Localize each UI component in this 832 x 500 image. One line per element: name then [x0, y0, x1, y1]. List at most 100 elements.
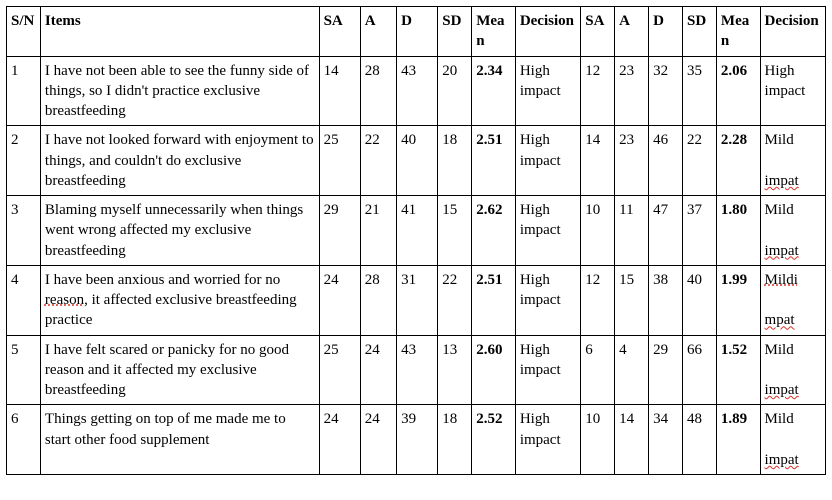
- cell-d2: 38: [649, 265, 683, 335]
- cell-dec2: Mild impat: [760, 196, 825, 266]
- cell-sd2: 37: [683, 196, 717, 266]
- cell-mean2: 1.52: [716, 335, 760, 405]
- cell-a2: 4: [615, 335, 649, 405]
- cell-sd2: 66: [683, 335, 717, 405]
- cell-sa2: 12: [581, 56, 615, 126]
- cell-dec2: Mild impat: [760, 405, 825, 475]
- cell-mean1: 2.60: [472, 335, 516, 405]
- cell-a2: 23: [615, 126, 649, 196]
- cell-d1: 43: [397, 335, 438, 405]
- table-row: 3Blaming myself unnecessarily when thing…: [7, 196, 826, 266]
- cell-sd1: 15: [438, 196, 472, 266]
- cell-sa1: 24: [319, 405, 360, 475]
- cell-mean2: 2.06: [716, 56, 760, 126]
- cell-a1: 22: [360, 126, 396, 196]
- cell-sa2: 10: [581, 405, 615, 475]
- cell-dec1: High impact: [515, 126, 580, 196]
- cell-mean1: 2.51: [472, 265, 516, 335]
- cell-sa2: 6: [581, 335, 615, 405]
- cell-dec1: High impact: [515, 56, 580, 126]
- cell-sn: 6: [7, 405, 41, 475]
- cell-sd2: 35: [683, 56, 717, 126]
- cell-a2: 14: [615, 405, 649, 475]
- col-decision-2: Decision: [760, 7, 825, 57]
- cell-item: I have been anxious and worried for no r…: [40, 265, 319, 335]
- cell-a1: 24: [360, 405, 396, 475]
- table-row: 4I have been anxious and worried for no …: [7, 265, 826, 335]
- table-row: 6Things getting on top of me made me to …: [7, 405, 826, 475]
- cell-d2: 34: [649, 405, 683, 475]
- cell-mean1: 2.51: [472, 126, 516, 196]
- cell-d1: 43: [397, 56, 438, 126]
- cell-mean2: 1.99: [716, 265, 760, 335]
- table-row: 5I have felt scared or panicky for no go…: [7, 335, 826, 405]
- cell-d1: 39: [397, 405, 438, 475]
- cell-sn: 1: [7, 56, 41, 126]
- cell-d2: 47: [649, 196, 683, 266]
- col-a-1: A: [360, 7, 396, 57]
- col-sn: S/N: [7, 7, 41, 57]
- cell-dec2: Mild impat: [760, 126, 825, 196]
- cell-a1: 28: [360, 56, 396, 126]
- cell-sd1: 18: [438, 405, 472, 475]
- cell-d2: 29: [649, 335, 683, 405]
- cell-item: Blaming myself unnecessarily when things…: [40, 196, 319, 266]
- cell-sa2: 12: [581, 265, 615, 335]
- cell-sd1: 13: [438, 335, 472, 405]
- col-sa-2: SA: [581, 7, 615, 57]
- cell-sa1: 25: [319, 335, 360, 405]
- cell-sd1: 20: [438, 56, 472, 126]
- cell-a1: 24: [360, 335, 396, 405]
- table-body: 1I have not been able to see the funny s…: [7, 56, 826, 475]
- cell-sd2: 48: [683, 405, 717, 475]
- col-d-2: D: [649, 7, 683, 57]
- cell-sn: 2: [7, 126, 41, 196]
- cell-sa1: 14: [319, 56, 360, 126]
- cell-dec1: High impact: [515, 405, 580, 475]
- cell-dec2: Mildimpat: [760, 265, 825, 335]
- cell-dec2: High impact: [760, 56, 825, 126]
- cell-dec1: High impact: [515, 335, 580, 405]
- col-sa-1: SA: [319, 7, 360, 57]
- col-d-1: D: [397, 7, 438, 57]
- cell-a1: 21: [360, 196, 396, 266]
- cell-mean1: 2.34: [472, 56, 516, 126]
- cell-sa2: 14: [581, 126, 615, 196]
- cell-sd2: 40: [683, 265, 717, 335]
- cell-d1: 31: [397, 265, 438, 335]
- cell-sd2: 22: [683, 126, 717, 196]
- cell-d1: 41: [397, 196, 438, 266]
- table-row: 1I have not been able to see the funny s…: [7, 56, 826, 126]
- cell-d2: 46: [649, 126, 683, 196]
- data-table: S/N Items SA A D SD Mean Decision SA A D…: [6, 6, 826, 475]
- cell-sa2: 10: [581, 196, 615, 266]
- col-items: Items: [40, 7, 319, 57]
- cell-mean2: 1.80: [716, 196, 760, 266]
- cell-item: I have felt scared or panicky for no goo…: [40, 335, 319, 405]
- col-sd-2: SD: [683, 7, 717, 57]
- cell-item: I have not looked forward with enjoyment…: [40, 126, 319, 196]
- cell-sn: 5: [7, 335, 41, 405]
- cell-a2: 15: [615, 265, 649, 335]
- cell-d1: 40: [397, 126, 438, 196]
- cell-dec2: Mild impat: [760, 335, 825, 405]
- cell-a2: 11: [615, 196, 649, 266]
- cell-sd1: 18: [438, 126, 472, 196]
- col-mean-2: Mean: [716, 7, 760, 57]
- table-row: 2I have not looked forward with enjoymen…: [7, 126, 826, 196]
- cell-sn: 3: [7, 196, 41, 266]
- cell-mean2: 1.89: [716, 405, 760, 475]
- cell-dec1: High impact: [515, 265, 580, 335]
- col-sd-1: SD: [438, 7, 472, 57]
- cell-mean1: 2.52: [472, 405, 516, 475]
- table-header: S/N Items SA A D SD Mean Decision SA A D…: [7, 7, 826, 57]
- cell-mean1: 2.62: [472, 196, 516, 266]
- col-mean-1: Mean: [472, 7, 516, 57]
- cell-a1: 28: [360, 265, 396, 335]
- cell-a2: 23: [615, 56, 649, 126]
- cell-dec1: High impact: [515, 196, 580, 266]
- cell-sn: 4: [7, 265, 41, 335]
- cell-sa1: 24: [319, 265, 360, 335]
- cell-mean2: 2.28: [716, 126, 760, 196]
- cell-d2: 32: [649, 56, 683, 126]
